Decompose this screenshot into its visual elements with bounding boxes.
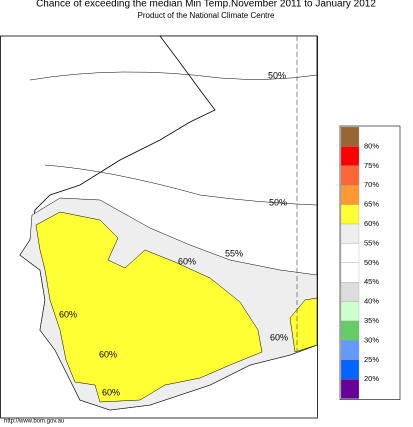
legend-label: 65% bbox=[364, 200, 379, 209]
legend-swatch bbox=[340, 282, 360, 302]
legend-label: 50% bbox=[364, 258, 379, 267]
legend-swatch bbox=[340, 146, 360, 166]
contour-label: 60% bbox=[59, 309, 77, 319]
legend-label: 60% bbox=[364, 219, 379, 228]
contour-label: 50% bbox=[268, 70, 286, 80]
subtitle: Product of the National Climate Centre bbox=[138, 11, 276, 20]
legend-label: 75% bbox=[364, 161, 379, 170]
legend-swatch bbox=[340, 379, 360, 399]
legend-label: 45% bbox=[364, 277, 379, 286]
legend-swatch bbox=[340, 320, 360, 341]
legend-label: 35% bbox=[364, 316, 379, 325]
contour-label: 60% bbox=[99, 349, 117, 359]
legend-swatch bbox=[340, 165, 360, 186]
legend-swatch bbox=[340, 185, 360, 205]
region-60 bbox=[35, 211, 263, 403]
legend-label: 20% bbox=[364, 374, 379, 383]
legend-swatch bbox=[340, 340, 360, 360]
contour-label: 60% bbox=[270, 332, 288, 342]
legend: 80% 75% 70% 65% 60% 55% 50% 45% 40% 35% 30% 25% 20% bbox=[339, 125, 401, 400]
legend-swatch bbox=[340, 243, 360, 263]
contour-label: 50% bbox=[269, 197, 287, 207]
legend-label: 40% bbox=[364, 297, 379, 306]
legend-label: 55% bbox=[364, 238, 379, 247]
map-labels: 50% 50% 55% 60% 60% 60% 60% 60% bbox=[59, 70, 288, 397]
legend-swatch bbox=[340, 126, 360, 147]
footer-url: http://www.bom.gov.au bbox=[4, 419, 64, 425]
contour bbox=[44, 164, 318, 206]
legend-label: 30% bbox=[364, 335, 379, 344]
legend-swatch bbox=[340, 204, 360, 225]
contour-label: 60% bbox=[178, 256, 196, 266]
legend-label: 70% bbox=[364, 180, 379, 189]
contour-label: 60% bbox=[102, 387, 120, 397]
contour-label: 55% bbox=[225, 248, 243, 258]
legend-label: 80% bbox=[364, 141, 379, 150]
map bbox=[0, 35, 318, 419]
legend-swatch bbox=[340, 223, 360, 244]
legend-swatch bbox=[340, 359, 360, 380]
legend-swatch bbox=[340, 262, 360, 283]
legend-label: 25% bbox=[364, 355, 379, 364]
contour bbox=[29, 71, 318, 81]
legend-swatch bbox=[340, 301, 360, 322]
title: Chance of exceeding the median Min Temp.… bbox=[36, 0, 376, 10]
